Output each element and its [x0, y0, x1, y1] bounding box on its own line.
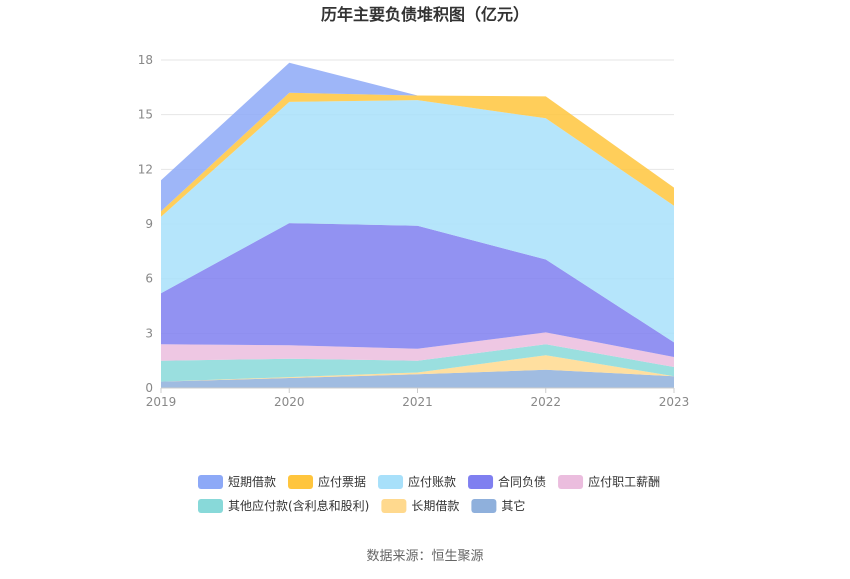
y-tick-label: 18 [138, 53, 153, 67]
y-tick-label: 12 [138, 162, 153, 176]
legend-item[interactable]: 其他应付款(含利息和股利) [198, 498, 369, 513]
legend-swatch [558, 475, 584, 489]
area-2 [161, 344, 674, 382]
area-3 [161, 332, 674, 367]
legend-swatch [288, 475, 314, 489]
area-4 [161, 223, 674, 357]
area-5 [161, 100, 674, 343]
area-1 [161, 355, 674, 382]
legend-swatch [378, 475, 404, 489]
legend-swatch [198, 499, 223, 513]
area-series [161, 62, 674, 388]
legend-label: 短期借款 [228, 475, 276, 489]
legend-swatch [198, 475, 223, 489]
source-note: 数据来源：恒生聚源 [366, 549, 483, 564]
legend-item[interactable]: 长期借款 [381, 499, 459, 513]
legend-swatch [381, 499, 407, 513]
x-tick-label: 2022 [530, 395, 561, 409]
x-tick-label: 2023 [659, 395, 690, 409]
legend-label: 长期借款 [411, 499, 459, 513]
legend-label: 应付账款 [408, 474, 456, 489]
legend-swatch [468, 475, 494, 489]
y-tick-label: 3 [145, 326, 153, 340]
area-0 [161, 369, 674, 388]
x-tick-label: 2020 [274, 395, 305, 409]
legend-label: 其它 [501, 498, 525, 513]
legend-label: 其他应付款(含利息和股利) [228, 498, 369, 513]
legend-swatch [471, 499, 497, 513]
legend-item[interactable]: 短期借款 [198, 475, 276, 489]
y-tick-label: 15 [138, 108, 153, 122]
legend-item[interactable]: 其它 [471, 498, 525, 513]
y-tick-label: 6 [145, 272, 153, 286]
legend-label: 应付票据 [318, 474, 366, 489]
axes: 0 3 6 9 12 15 18 2019 2020 2021 2022 2023 [138, 53, 690, 409]
legend-label: 应付职工薪酬 [588, 474, 660, 489]
y-tick-label: 9 [145, 217, 153, 231]
x-tick-label: 2019 [146, 395, 177, 409]
legend-item[interactable]: 应付票据 [288, 474, 366, 489]
legend-item[interactable]: 合同负债 [468, 474, 546, 489]
legend-item[interactable]: 应付账款 [378, 474, 456, 489]
legend-label: 合同负债 [498, 474, 546, 489]
x-tick-label: 2021 [402, 395, 433, 409]
chart-title: 历年主要负债堆积图（亿元） [321, 5, 529, 24]
legend-item[interactable]: 应付职工薪酬 [558, 474, 660, 489]
y-tick-label: 0 [145, 381, 153, 395]
